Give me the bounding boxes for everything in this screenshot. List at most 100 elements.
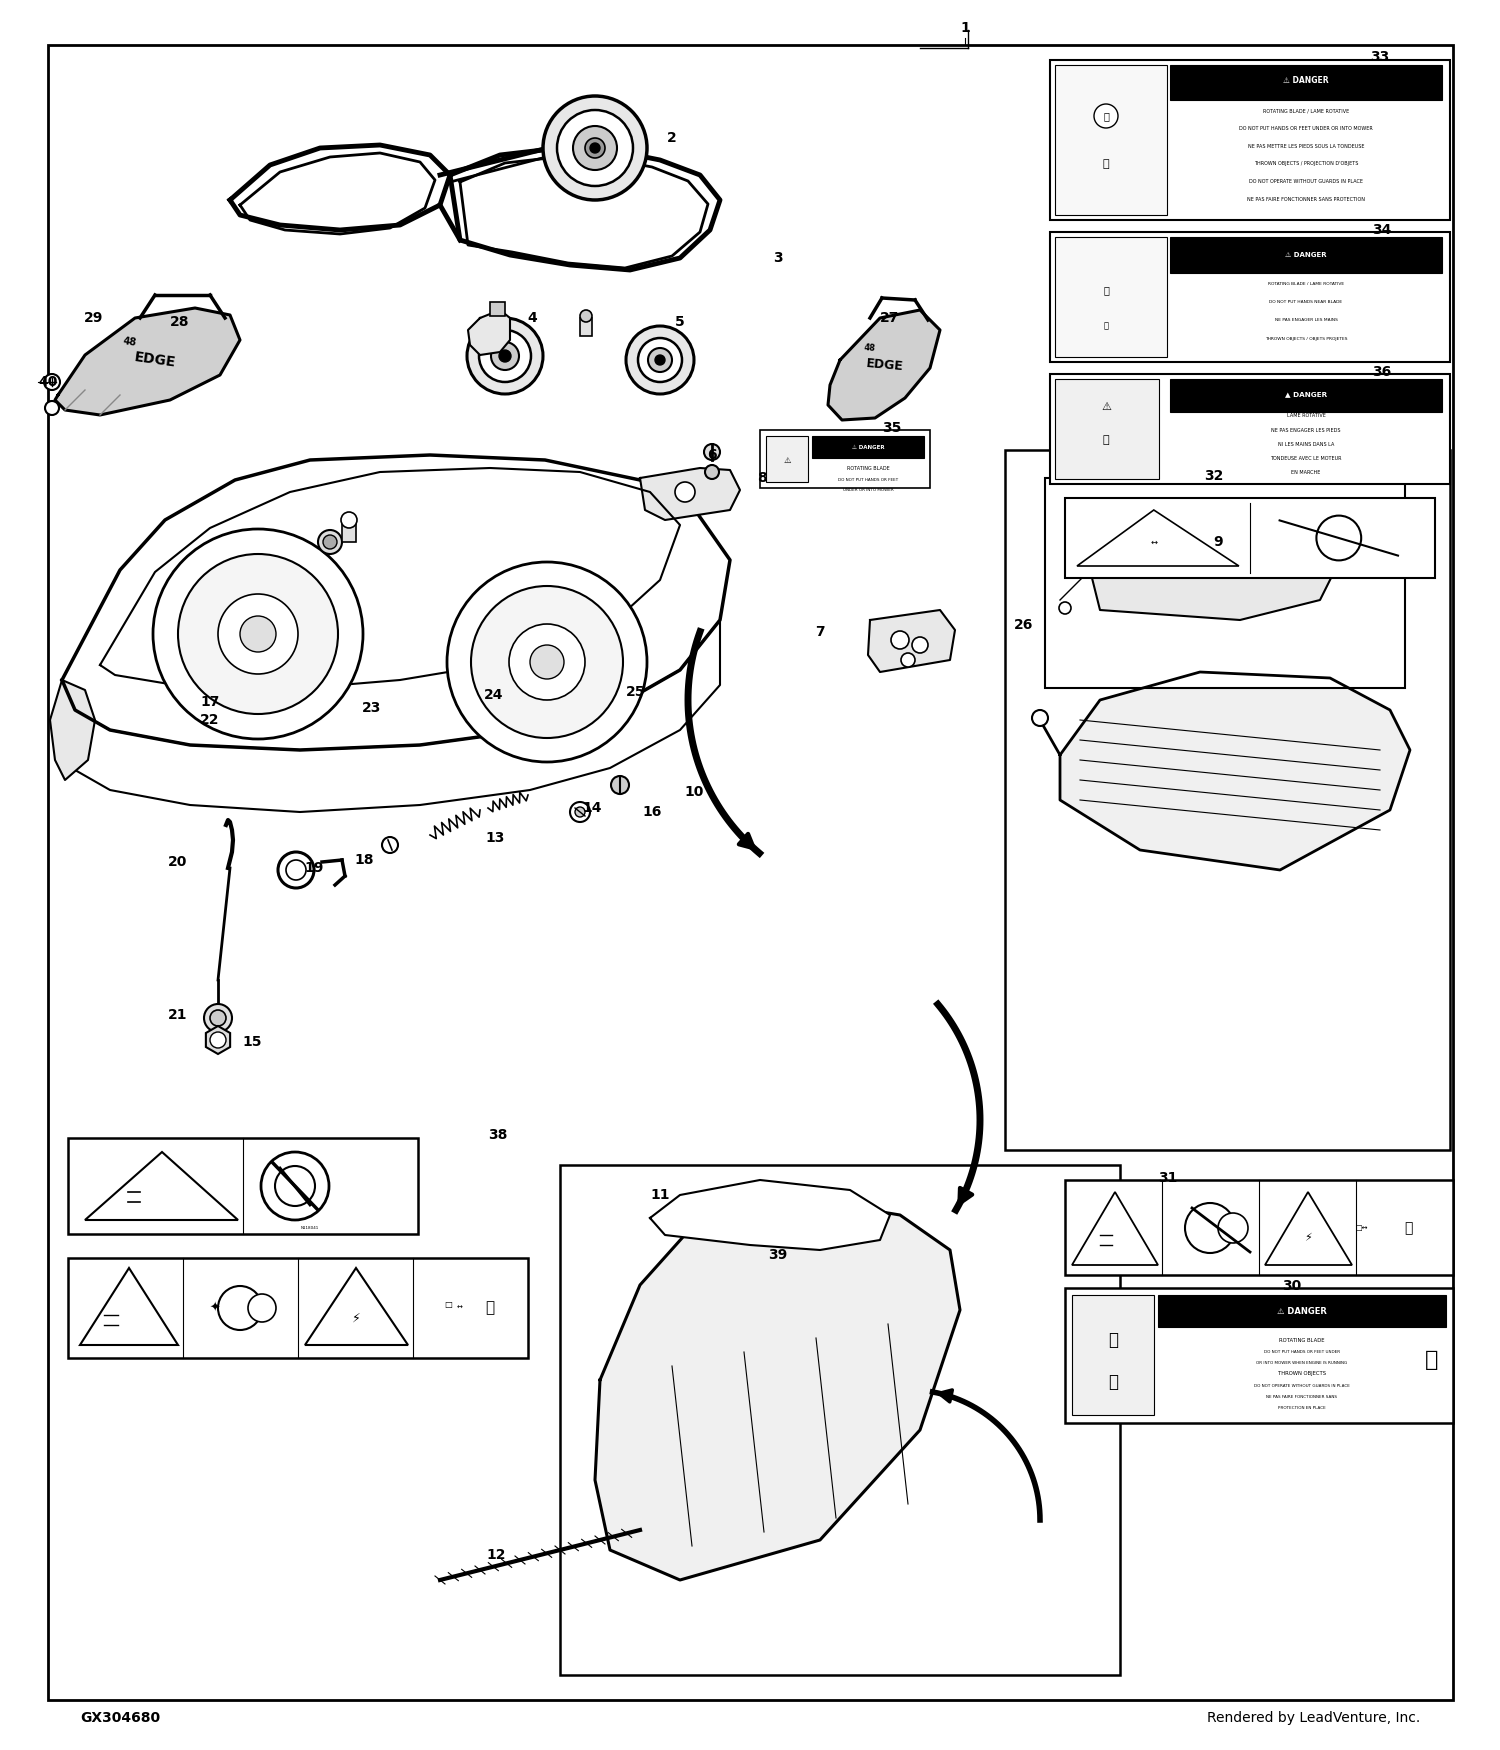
Polygon shape bbox=[56, 308, 240, 415]
Text: 3: 3 bbox=[772, 250, 783, 264]
Bar bbox=[1170, 380, 1442, 411]
Circle shape bbox=[318, 530, 342, 555]
Circle shape bbox=[1218, 1213, 1248, 1242]
Bar bbox=[490, 303, 506, 317]
Bar bbox=[68, 1138, 419, 1234]
Circle shape bbox=[217, 593, 298, 674]
Text: DO NOT PUT HANDS OR FEET UNDER: DO NOT PUT HANDS OR FEET UNDER bbox=[1264, 1349, 1340, 1354]
Circle shape bbox=[573, 126, 616, 170]
Text: ROTATING BLADE: ROTATING BLADE bbox=[1280, 1337, 1324, 1342]
Bar bbox=[1050, 374, 1450, 485]
Text: NE PAS FAIRE FONCTIONNER SANS PROTECTION: NE PAS FAIRE FONCTIONNER SANS PROTECTION bbox=[1246, 196, 1365, 201]
Text: 31: 31 bbox=[1158, 1171, 1178, 1185]
Text: 34: 34 bbox=[1372, 222, 1392, 236]
Text: DO NOT OPERATE WITHOUT GUARDS IN PLACE: DO NOT OPERATE WITHOUT GUARDS IN PLACE bbox=[1254, 1384, 1350, 1388]
Polygon shape bbox=[50, 681, 94, 780]
Bar bbox=[1054, 380, 1160, 480]
Text: 29: 29 bbox=[84, 312, 104, 326]
Text: 23: 23 bbox=[363, 702, 381, 716]
Circle shape bbox=[204, 1004, 232, 1032]
Text: OR INTO MOWER WHEN ENGINE IS RUNNING: OR INTO MOWER WHEN ENGINE IS RUNNING bbox=[1257, 1362, 1347, 1365]
Bar bbox=[580, 318, 592, 336]
Polygon shape bbox=[80, 1269, 178, 1346]
Circle shape bbox=[153, 528, 363, 738]
Text: THROWN OBJECTS: THROWN OBJECTS bbox=[1278, 1372, 1326, 1377]
Text: ROTATING BLADE / LAME ROTATIVE: ROTATING BLADE / LAME ROTATIVE bbox=[1263, 108, 1348, 114]
Text: N118041: N118041 bbox=[302, 1227, 320, 1230]
Circle shape bbox=[638, 338, 682, 382]
Polygon shape bbox=[468, 310, 510, 355]
Text: 22: 22 bbox=[201, 712, 219, 726]
Text: 39: 39 bbox=[768, 1248, 788, 1262]
Text: 5: 5 bbox=[675, 315, 686, 329]
Text: 11: 11 bbox=[651, 1188, 669, 1202]
Text: 12: 12 bbox=[486, 1549, 506, 1563]
Bar bbox=[1005, 450, 1450, 1150]
Polygon shape bbox=[304, 1269, 408, 1346]
Circle shape bbox=[705, 466, 718, 480]
Text: 30: 30 bbox=[1282, 1279, 1302, 1293]
Bar bbox=[812, 436, 924, 458]
Text: ↔: ↔ bbox=[1150, 537, 1158, 546]
Circle shape bbox=[210, 1010, 226, 1026]
Bar bbox=[560, 1166, 1120, 1675]
Polygon shape bbox=[640, 467, 740, 520]
Text: 1: 1 bbox=[960, 21, 970, 35]
Text: ⚡: ⚡ bbox=[351, 1311, 360, 1325]
Circle shape bbox=[278, 852, 314, 887]
Circle shape bbox=[178, 555, 338, 714]
Circle shape bbox=[471, 586, 622, 738]
Text: TONDEUSE AVEC LE MOTEUR: TONDEUSE AVEC LE MOTEUR bbox=[1270, 457, 1341, 462]
Circle shape bbox=[286, 859, 306, 880]
Polygon shape bbox=[1072, 1192, 1158, 1265]
Text: 🤸: 🤸 bbox=[1108, 1374, 1118, 1391]
Circle shape bbox=[274, 1166, 315, 1206]
Text: ROTATING BLADE / LAME ROTATIVE: ROTATING BLADE / LAME ROTATIVE bbox=[1268, 282, 1344, 285]
Text: 13: 13 bbox=[486, 831, 504, 845]
Polygon shape bbox=[1264, 1192, 1352, 1265]
Text: 48: 48 bbox=[123, 336, 138, 348]
Circle shape bbox=[675, 481, 694, 502]
Circle shape bbox=[556, 110, 633, 186]
Circle shape bbox=[500, 350, 512, 362]
Text: ⚠ DANGER: ⚠ DANGER bbox=[1286, 252, 1328, 259]
Bar bbox=[342, 522, 355, 542]
Circle shape bbox=[322, 536, 338, 550]
Bar bbox=[1170, 236, 1442, 273]
Circle shape bbox=[580, 310, 592, 322]
Text: LAME ROTATIVE: LAME ROTATIVE bbox=[1287, 413, 1326, 418]
Text: 🤸: 🤸 bbox=[1102, 159, 1110, 170]
Bar bbox=[1054, 65, 1167, 215]
Bar bbox=[1065, 1288, 1454, 1423]
Circle shape bbox=[1032, 710, 1048, 726]
Text: DO NOT OPERATE WITHOUT GUARDS IN PLACE: DO NOT OPERATE WITHOUT GUARDS IN PLACE bbox=[1250, 178, 1364, 184]
Polygon shape bbox=[62, 455, 730, 751]
Circle shape bbox=[585, 138, 604, 158]
Circle shape bbox=[466, 318, 543, 394]
Circle shape bbox=[217, 1286, 262, 1330]
Text: ⚠: ⚠ bbox=[783, 455, 790, 464]
Polygon shape bbox=[650, 1180, 890, 1249]
Text: 9: 9 bbox=[1214, 536, 1222, 550]
Text: NI LES MAINS DANS LA: NI LES MAINS DANS LA bbox=[1278, 443, 1334, 446]
Text: 16: 16 bbox=[642, 805, 662, 819]
Circle shape bbox=[570, 802, 590, 822]
Text: ⚠ DANGER: ⚠ DANGER bbox=[1276, 1307, 1328, 1316]
Text: 🦵: 🦵 bbox=[1102, 436, 1110, 444]
Text: 🦶: 🦶 bbox=[1102, 110, 1108, 121]
Text: ⚠: ⚠ bbox=[1101, 402, 1112, 411]
Text: PROTECTION EN PLACE: PROTECTION EN PLACE bbox=[1278, 1405, 1326, 1410]
Text: 25: 25 bbox=[627, 684, 645, 698]
Circle shape bbox=[1094, 103, 1118, 128]
Text: DO NOT PUT HANDS OR FEET UNDER OR INTO MOWER: DO NOT PUT HANDS OR FEET UNDER OR INTO M… bbox=[1239, 126, 1372, 131]
Polygon shape bbox=[596, 1200, 960, 1580]
Circle shape bbox=[543, 96, 646, 200]
Text: 17: 17 bbox=[201, 695, 219, 709]
Circle shape bbox=[44, 374, 60, 390]
Text: 🦵: 🦵 bbox=[1108, 1332, 1118, 1349]
Circle shape bbox=[478, 331, 531, 382]
Text: 4: 4 bbox=[526, 312, 537, 326]
Text: EN MARCHE: EN MARCHE bbox=[1292, 471, 1320, 476]
Text: Rendered by LeadVenture, Inc.: Rendered by LeadVenture, Inc. bbox=[1206, 1712, 1420, 1726]
Text: 15: 15 bbox=[243, 1034, 261, 1048]
